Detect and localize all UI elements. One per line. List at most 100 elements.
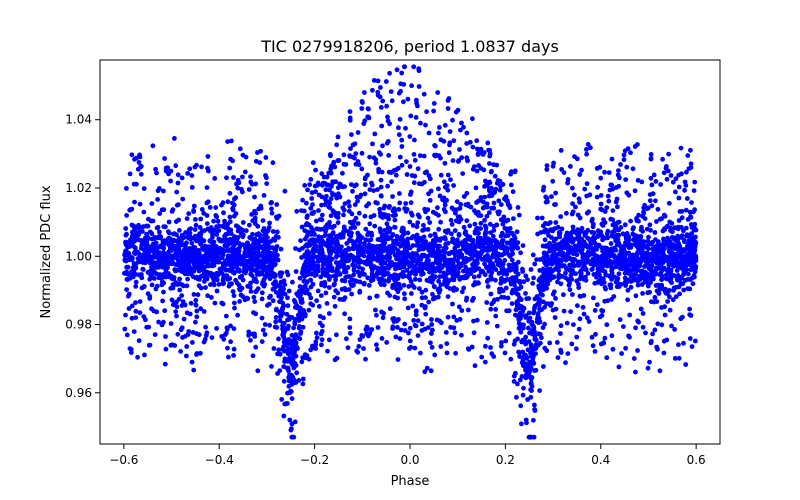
data-point bbox=[567, 262, 573, 268]
data-point bbox=[426, 130, 432, 136]
data-point bbox=[641, 239, 647, 245]
data-point bbox=[661, 238, 667, 244]
data-point bbox=[367, 295, 373, 301]
data-point bbox=[139, 242, 145, 248]
data-point bbox=[557, 241, 562, 247]
data-point bbox=[688, 147, 693, 153]
data-point bbox=[377, 226, 383, 232]
data-point bbox=[245, 283, 251, 289]
data-point bbox=[289, 396, 295, 401]
data-point bbox=[141, 209, 147, 215]
data-point bbox=[427, 269, 432, 275]
data-point bbox=[483, 229, 489, 235]
data-point bbox=[442, 160, 448, 166]
data-point bbox=[336, 158, 342, 163]
data-point bbox=[417, 277, 423, 283]
data-point bbox=[464, 269, 470, 274]
data-point bbox=[539, 335, 544, 341]
data-point bbox=[149, 201, 155, 207]
data-point bbox=[649, 203, 655, 209]
data-point bbox=[625, 146, 631, 152]
data-point bbox=[693, 234, 698, 240]
data-point bbox=[317, 320, 323, 326]
data-point bbox=[529, 319, 535, 325]
data-point bbox=[461, 268, 466, 274]
data-point bbox=[133, 315, 139, 320]
data-point bbox=[570, 185, 575, 191]
data-point bbox=[557, 234, 563, 240]
data-point bbox=[327, 258, 333, 264]
data-point bbox=[449, 222, 455, 227]
data-point bbox=[539, 307, 544, 313]
data-point bbox=[209, 335, 215, 340]
data-point bbox=[621, 152, 627, 158]
data-point bbox=[379, 169, 385, 175]
data-point bbox=[375, 325, 381, 330]
data-point bbox=[239, 273, 245, 279]
data-point bbox=[305, 187, 310, 193]
data-point bbox=[151, 269, 157, 275]
data-point bbox=[402, 328, 408, 333]
data-point bbox=[347, 330, 353, 336]
data-point bbox=[566, 255, 572, 260]
data-point bbox=[526, 372, 531, 378]
data-point bbox=[525, 347, 531, 353]
data-point bbox=[218, 269, 224, 274]
data-point bbox=[413, 115, 419, 120]
data-point bbox=[453, 109, 459, 115]
data-point bbox=[211, 282, 217, 287]
data-point bbox=[560, 254, 566, 260]
data-point bbox=[597, 164, 603, 170]
data-point bbox=[294, 304, 300, 310]
data-point bbox=[277, 318, 283, 324]
data-point bbox=[211, 218, 217, 224]
data-point bbox=[287, 374, 293, 380]
data-point bbox=[613, 199, 619, 205]
data-point bbox=[662, 312, 668, 318]
data-point bbox=[415, 212, 421, 218]
data-point bbox=[191, 255, 197, 261]
data-point bbox=[565, 180, 570, 186]
data-point bbox=[255, 223, 261, 229]
data-point bbox=[540, 187, 546, 193]
data-point bbox=[127, 207, 133, 213]
data-point bbox=[374, 347, 380, 352]
data-point bbox=[603, 272, 609, 278]
data-point bbox=[383, 255, 389, 261]
data-point bbox=[689, 231, 695, 236]
data-point bbox=[162, 308, 168, 314]
data-point bbox=[519, 312, 525, 318]
data-point bbox=[411, 152, 417, 157]
data-point bbox=[444, 258, 450, 263]
data-point bbox=[399, 162, 405, 168]
data-point bbox=[684, 169, 689, 175]
data-point bbox=[551, 274, 556, 280]
data-point bbox=[126, 291, 132, 297]
data-point bbox=[396, 317, 401, 322]
data-point bbox=[599, 207, 605, 213]
data-point bbox=[341, 269, 347, 275]
data-point bbox=[527, 330, 532, 336]
data-point bbox=[371, 188, 376, 194]
data-point bbox=[502, 350, 508, 356]
data-point bbox=[492, 238, 498, 243]
data-point bbox=[160, 298, 166, 304]
data-point bbox=[177, 228, 182, 233]
data-point bbox=[310, 247, 316, 253]
data-point bbox=[531, 325, 537, 331]
data-point bbox=[495, 296, 500, 302]
data-point bbox=[232, 305, 237, 311]
data-point bbox=[392, 224, 397, 230]
data-point bbox=[451, 314, 457, 320]
data-point bbox=[421, 271, 426, 277]
data-point bbox=[410, 223, 416, 228]
data-point bbox=[430, 291, 435, 297]
data-point bbox=[541, 254, 547, 260]
data-point bbox=[378, 252, 384, 258]
data-point bbox=[250, 253, 256, 259]
data-point bbox=[170, 302, 176, 308]
data-point bbox=[482, 194, 488, 200]
data-point bbox=[327, 152, 333, 157]
data-point bbox=[468, 271, 474, 276]
data-point bbox=[452, 330, 458, 336]
